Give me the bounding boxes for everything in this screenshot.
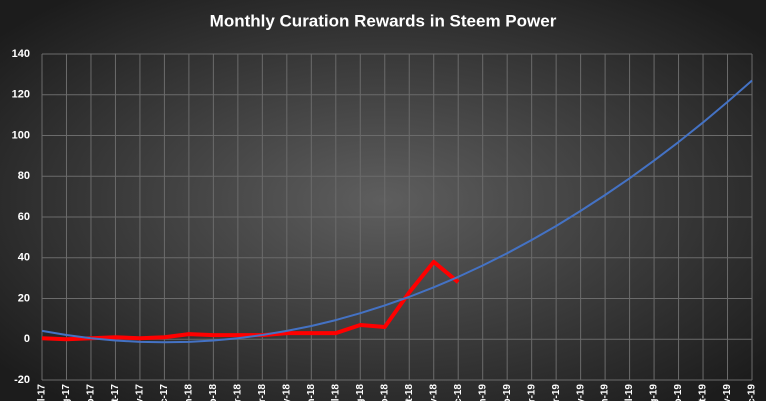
x-tick-label: Jul-17	[37, 384, 48, 401]
y-tick-label: -20	[14, 374, 30, 386]
x-tick-label: Dec-19	[747, 384, 758, 401]
y-tick-label: 0	[24, 333, 30, 345]
line-series	[41, 79, 753, 344]
x-tick-label: Jan-19	[477, 384, 488, 401]
y-tick-label: 140	[12, 48, 30, 60]
x-tick-label: May-19	[575, 384, 586, 401]
x-tick-label: Sep-17	[86, 384, 97, 401]
x-tick-label: Jan-18	[184, 384, 195, 401]
chart-title: Monthly Curation Rewards in Steem Power	[210, 11, 557, 30]
x-tick-label: Oct-17	[110, 384, 121, 401]
x-tick-label: Apr-19	[551, 384, 562, 401]
y-tick-label: 20	[18, 292, 30, 304]
x-tick-label: Dec-18	[453, 384, 464, 401]
x-tick-label: Jun-18	[306, 384, 317, 401]
x-tick-label: Dec-17	[159, 384, 170, 401]
x-tick-label: Oct-19	[698, 384, 709, 401]
y-tick-label: 80	[18, 170, 30, 182]
x-tick-label: Oct-18	[404, 384, 415, 401]
x-tick-label: May-18	[281, 384, 292, 401]
x-tick-label: Apr-18	[257, 384, 268, 401]
x-tick-label: Jul-19	[624, 384, 635, 401]
x-tick-label: Mar-18	[233, 384, 244, 401]
line-series	[41, 259, 460, 342]
y-tick-label: 40	[18, 252, 30, 264]
x-tick-label: Jul-18	[330, 384, 341, 401]
x-tick-label: Feb-19	[502, 384, 513, 401]
x-tick-label: Mar-19	[526, 384, 537, 401]
x-tick-label: Aug-19	[649, 384, 660, 401]
y-tick-label: 100	[12, 129, 30, 141]
y-tick-label: 120	[12, 89, 30, 101]
x-tick-label: Sep-18	[379, 384, 390, 401]
x-tick-label: Aug-17	[61, 384, 72, 401]
x-tick-label: Feb-18	[208, 384, 219, 401]
y-tick-label: 60	[18, 211, 30, 223]
x-tick-label: Aug-18	[355, 384, 366, 401]
x-tick-label: Nov-19	[722, 384, 733, 401]
x-tick-label: Jun-19	[600, 384, 611, 401]
x-tick-label: Nov-18	[428, 384, 439, 401]
x-tick-label: Sep-19	[673, 384, 684, 401]
x-tick-label: Nov-17	[135, 384, 146, 401]
